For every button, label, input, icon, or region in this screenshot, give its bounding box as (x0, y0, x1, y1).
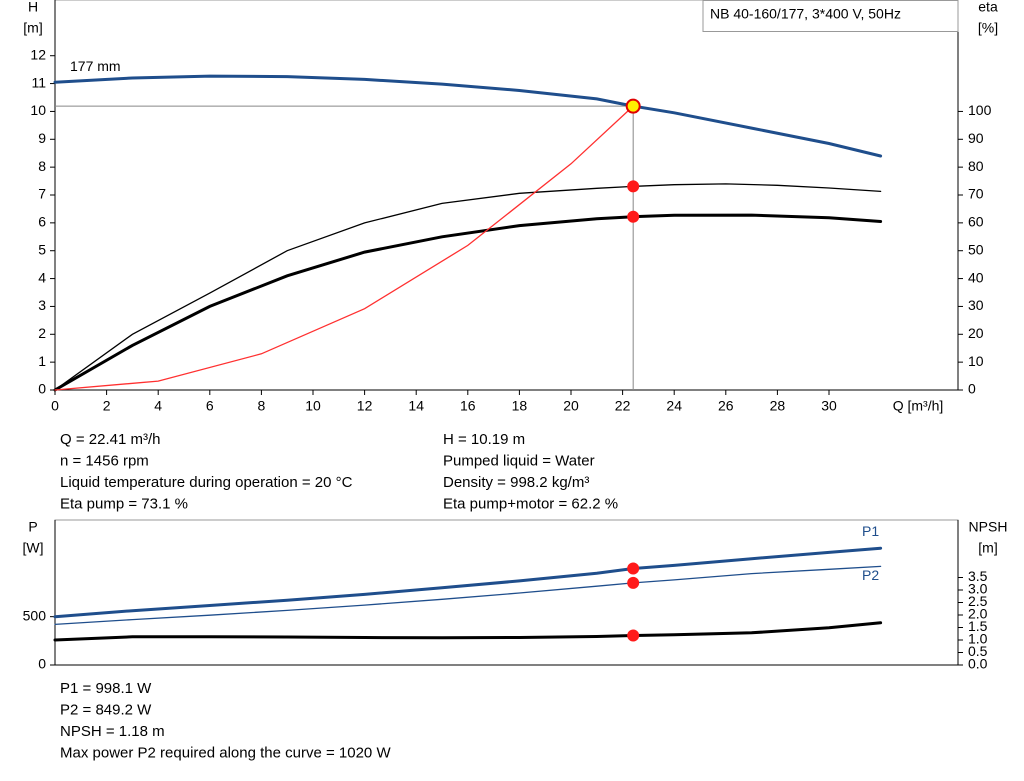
duty-point (627, 562, 640, 575)
y-tick-label: 0 (38, 381, 46, 397)
x-tick-label: 30 (821, 398, 837, 414)
y2-tick-label: 70 (968, 186, 984, 202)
y2-tick-label: 30 (968, 297, 984, 313)
curve (53, 621, 883, 642)
y-tick-label: 1 (38, 353, 46, 369)
y-axis-unit: [m] (23, 20, 42, 36)
y2-tick-label: 10 (968, 353, 984, 369)
y2-axis-unit: [%] (978, 20, 998, 36)
info-text: Pumped liquid = Water (443, 452, 595, 469)
x-tick-label: 8 (258, 398, 266, 414)
y-tick-label: 6 (38, 214, 46, 230)
duty-point (627, 629, 640, 642)
duty-point (627, 576, 640, 589)
x-tick-label: 10 (305, 398, 321, 414)
duty-point (627, 210, 640, 223)
curve (53, 74, 883, 158)
x-tick-label: 0 (51, 398, 59, 414)
curve-label: 177 mm (70, 58, 121, 74)
y-tick-label: 7 (38, 186, 46, 202)
info-text: H = 10.19 m (443, 431, 525, 448)
info-text: P2 = 849.2 W (60, 701, 152, 718)
y2-tick-label: 0.0 (968, 656, 988, 672)
curve (53, 546, 883, 619)
x-tick-label: 20 (563, 398, 579, 414)
info-text: Density = 998.2 kg/m³ (443, 474, 589, 491)
y2-tick-label: 1.0 (968, 631, 988, 647)
y-axis-label: H (28, 0, 38, 15)
y2-tick-label: 3.0 (968, 581, 988, 597)
curve (54, 105, 634, 391)
x-tick-label: 16 (460, 398, 476, 414)
plot-frame (54, 519, 959, 666)
x-tick-label: 18 (512, 398, 528, 414)
x-tick-label: 4 (154, 398, 162, 414)
info-text: Liquid temperature during operation = 20… (60, 474, 353, 491)
chart-title: NB 40-160/177, 3*400 V, 50Hz (710, 6, 901, 22)
title-box (702, 0, 959, 32)
curve-label: P1 (862, 523, 879, 539)
duty-point (625, 98, 641, 114)
y2-tick-label: 100 (968, 102, 992, 118)
y2-tick-label: 90 (968, 130, 984, 146)
y2-tick-label: 0.5 (968, 643, 988, 659)
info-text: NPSH = 1.18 m (60, 723, 165, 740)
x-tick-label: 26 (718, 398, 734, 414)
y2-tick-label: 2.5 (968, 593, 988, 609)
y-tick-label: 10 (30, 102, 46, 118)
info-text: Eta pump = 73.1 % (60, 495, 188, 512)
x-tick-label: 6 (206, 398, 214, 414)
x-tick-label: 12 (357, 398, 373, 414)
x-tick-label: 14 (408, 398, 424, 414)
x-tick-label: 24 (666, 398, 682, 414)
duty-point (627, 180, 640, 193)
x-axis-label: Q [m³/h] (893, 398, 944, 414)
y2-axis-label: NPSH (969, 519, 1008, 535)
y2-axis-unit: [m] (978, 540, 997, 556)
y-tick-label: 2 (38, 325, 46, 341)
y2-tick-label: 3.5 (968, 568, 988, 584)
y2-tick-label: 40 (968, 269, 984, 285)
y-tick-label: 4 (38, 269, 46, 285)
y2-tick-label: 1.5 (968, 618, 988, 634)
y2-tick-label: 80 (968, 158, 984, 174)
y2-tick-label: 2.0 (968, 606, 988, 622)
y-tick-label: 3 (38, 297, 46, 313)
y-axis-unit: [W] (23, 540, 44, 556)
y-axis-label: P (28, 519, 37, 535)
curve (53, 213, 883, 392)
y-tick-label: 9 (38, 130, 46, 146)
y2-tick-label: 0 (968, 381, 976, 397)
y2-tick-label: 60 (968, 214, 984, 230)
x-tick-label: 22 (615, 398, 631, 414)
info-text: Q = 22.41 m³/h (60, 431, 160, 448)
curve (54, 565, 882, 626)
info-text: Eta pump+motor = 62.2 % (443, 495, 618, 512)
y-tick-label: 12 (30, 46, 46, 62)
y-tick-label: 11 (31, 74, 46, 90)
info-text: n = 1456 rpm (60, 452, 149, 469)
info-text: Max power P2 required along the curve = … (60, 744, 391, 761)
y2-axis-label: eta (978, 0, 998, 15)
y-tick-label: 500 (23, 607, 47, 623)
y2-tick-label: 20 (968, 325, 984, 341)
x-tick-label: 2 (103, 398, 111, 414)
curve (54, 183, 882, 391)
x-tick-label: 28 (770, 398, 786, 414)
y-tick-label: 0 (38, 656, 46, 672)
y-tick-label: 5 (38, 241, 46, 257)
info-text: P1 = 998.1 W (60, 680, 152, 697)
curve-label: P2 (862, 567, 879, 583)
y2-tick-label: 50 (968, 241, 984, 257)
y-tick-label: 8 (38, 158, 46, 174)
